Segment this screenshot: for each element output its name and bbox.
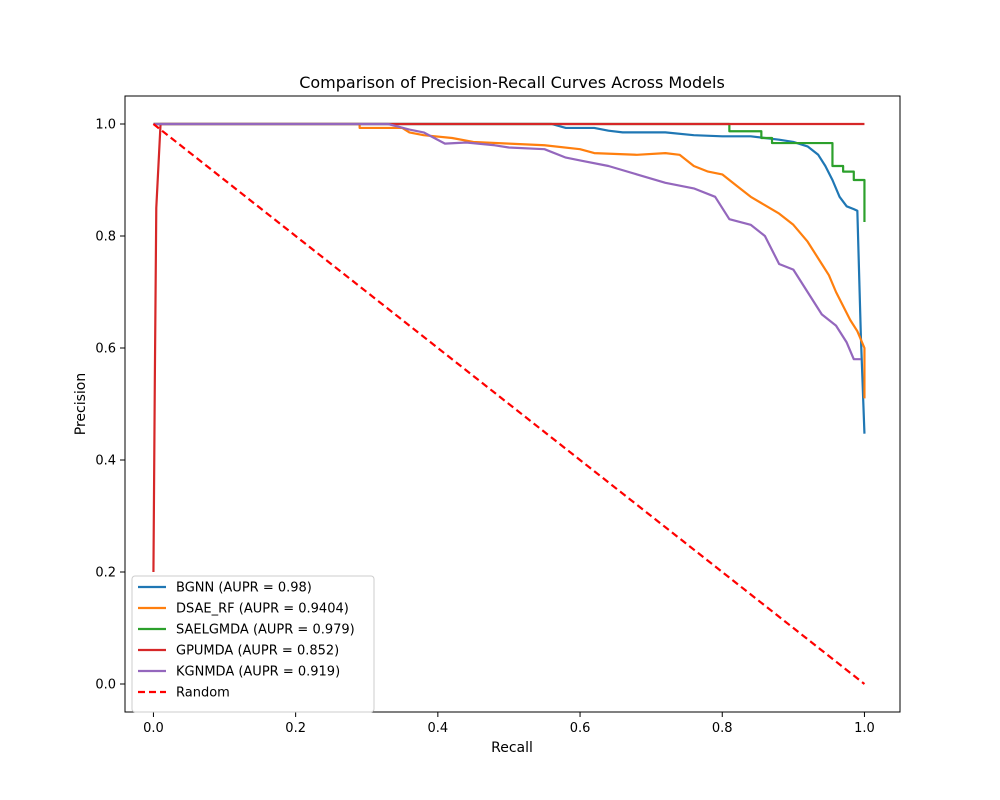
y-axis: 0.0 0.2 0.4 0.6 0.8 1.0: [95, 118, 125, 693]
y-tick-label: 0.2: [95, 566, 116, 581]
series-layer: [152, 122, 866, 685]
series-line-0: [153, 122, 866, 434]
x-tick-label: 0.2: [285, 721, 306, 736]
x-axis-label: Recall: [491, 740, 533, 756]
series-line-4: [153, 122, 861, 361]
legend-box: [131, 575, 375, 713]
legend-label: BGNN (AUPR = 0.98): [176, 581, 312, 596]
y-tick-label: 0.4: [95, 454, 116, 469]
y-tick-label: 0.8: [95, 230, 116, 245]
series-line-5: [152, 123, 866, 685]
y-tick-label: 1.0: [95, 118, 116, 133]
series-line-2: [153, 122, 866, 222]
x-tick-label: 1.0: [854, 721, 875, 736]
x-tick-label: 0.8: [712, 721, 733, 736]
y-axis-label: Precision: [73, 373, 89, 435]
legend-label: Random: [176, 686, 230, 701]
legend-label: KGNMDA (AUPR = 0.919): [176, 665, 340, 680]
plot-area-frame: [124, 95, 901, 713]
chart-title: Comparison of Precision-Recall Curves Ac…: [299, 73, 725, 92]
series-line-3: [152, 122, 865, 573]
series-line-1: [153, 122, 866, 399]
y-tick-label: 0.6: [95, 342, 116, 357]
legend-label: GPUMDA (AUPR = 0.852): [176, 644, 339, 659]
x-tick-label: 0.6: [570, 721, 591, 736]
y-tick-label: 0.0: [95, 678, 116, 693]
x-axis: 0.0 0.2 0.4 0.6 0.8 1.0: [143, 712, 875, 736]
legend: BGNN (AUPR = 0.98) DSAE_RF (AUPR = 0.9404…: [131, 575, 375, 713]
x-tick-label: 0.0: [143, 721, 164, 736]
legend-label: SAELGMDA (AUPR = 0.979): [176, 623, 355, 638]
x-tick-label: 0.4: [428, 721, 449, 736]
legend-label: DSAE_RF (AUPR = 0.9404): [176, 602, 349, 617]
